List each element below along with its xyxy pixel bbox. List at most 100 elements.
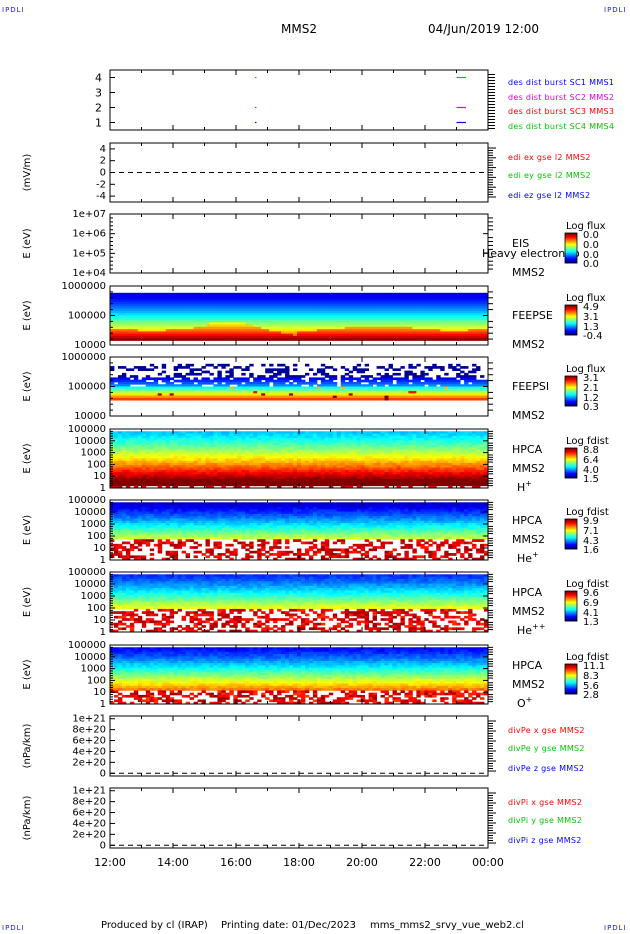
y-tick-label-5-4: 10 <box>93 471 106 482</box>
colorbar-label-8-1: 8.3 <box>583 671 599 682</box>
colorbar-label-4-2: 1.2 <box>583 393 599 404</box>
burst-tick-label-0: 1 <box>95 117 102 130</box>
burst-tick-label-2: 3 <box>95 87 102 100</box>
spacecraft-label-6: MMS2 <box>512 533 545 546</box>
y-axis-title-6: E (eV) <box>22 515 33 545</box>
y-tick-label-1-3: -2 <box>96 179 106 190</box>
y-tick-label-7-0: 100000 <box>68 567 106 578</box>
colorbar-label-6-3: 1.6 <box>583 545 599 556</box>
burst-tick-label-1: 2 <box>95 102 102 115</box>
colorbar-label-5-3: 1.5 <box>583 474 599 485</box>
species-label-7: He++ <box>517 622 545 637</box>
colorbar-label-6-1: 7.1 <box>583 526 599 537</box>
time-tick-label-5: 22:00 <box>409 856 441 869</box>
burst-tick-label-3: 4 <box>95 72 102 85</box>
y-tick-label-9-3: 4e+20 <box>72 746 106 757</box>
colorbar-8 <box>564 663 578 695</box>
y-tick-label-5-1: 10000 <box>74 436 106 447</box>
instrument-label-4: FEEPSI <box>512 380 549 393</box>
colorbar-title-2: Log flux <box>566 221 606 232</box>
legend-entry-1-2: edi ez gse l2 MMS2 <box>508 191 590 200</box>
heatmap-cells-7 <box>110 574 489 633</box>
colorbar-label-7-2: 4.1 <box>583 608 599 619</box>
colorbar-label-7-3: 1.3 <box>583 617 599 628</box>
y-tick-label-6-3: 100 <box>87 531 106 542</box>
y-axis-title-4: E (eV) <box>22 371 33 401</box>
footer-printing-date: Printing date: 01/Dec/2023 <box>221 920 356 931</box>
panel-frame-10 <box>109 787 489 849</box>
y-tick-label-5-5: 1 <box>100 483 106 494</box>
colorbar-label-7-0: 9.6 <box>583 588 599 599</box>
spacecraft-label-5: MMS2 <box>512 462 545 475</box>
y-tick-label-8-4: 10 <box>93 687 106 698</box>
y-tick-label-6-1: 10000 <box>74 507 106 518</box>
y-axis-title-7: E (eV) <box>22 587 33 617</box>
y-tick-label-8-1: 10000 <box>74 652 106 663</box>
colorbar-label-3-0: 4.9 <box>583 302 599 313</box>
y-tick-label-1-0: 4 <box>100 144 106 155</box>
heatmap-cells-5 <box>110 431 489 489</box>
y-tick-label-4-1: 100000 <box>68 382 106 393</box>
y-tick-label-10-1: 8e+20 <box>72 797 106 808</box>
time-tick-label-3: 18:00 <box>283 856 315 869</box>
species-label-8: O+ <box>517 695 532 710</box>
y-axis-title-3: E (eV) <box>22 300 33 330</box>
colorbar-title-6: Log fdist <box>566 507 609 518</box>
y-axis-2: 1e+07 1e+06 1e+05 1e+04 <box>72 209 493 279</box>
y-tick-label-9-0: 1e+21 <box>72 714 106 725</box>
colorbar-label-5-1: 6.4 <box>583 455 599 466</box>
footer-producer: Produced by cl (IRAP) <box>101 920 208 931</box>
colorbar-5 <box>564 447 578 479</box>
legend-entry-9-0: divPe x gse MMS2 <box>508 726 585 735</box>
colorbar-title-8: Log fdist <box>566 652 609 663</box>
y-tick-label-8-3: 100 <box>87 675 106 686</box>
spacecraft-label-4: MMS2 <box>512 409 545 422</box>
y-tick-label-6-4: 10 <box>93 543 106 554</box>
y-tick-label-2-1: 1e+06 <box>72 229 106 240</box>
y-tick-label-9-5: 0 <box>100 768 106 779</box>
y-tick-label-10-4: 2e+20 <box>72 829 106 840</box>
y-axis-title-8: E (eV) <box>22 659 33 689</box>
y-tick-label-10-0: 1e+21 <box>72 786 106 797</box>
time-tick-label-2: 16:00 <box>220 856 252 869</box>
y-tick-label-7-4: 10 <box>93 615 106 626</box>
y-axis-4: 1000000 100000 10000 <box>61 352 493 422</box>
instrument-label-8: HPCA <box>512 659 543 672</box>
time-tick-label-4: 20:00 <box>346 856 378 869</box>
y-tick-label-7-3: 100 <box>87 603 106 614</box>
heatmap-cells-4 <box>110 363 489 401</box>
y-tick-label-3-2: 10000 <box>74 340 106 351</box>
time-tick-label-0: 12:00 <box>94 856 126 869</box>
datetime-title: 04/Jun/2019 12:00 <box>428 22 539 36</box>
colorbar-label-2-0: 0.0 <box>583 230 599 241</box>
y-tick-label-6-2: 1000 <box>81 519 106 530</box>
y-tick-label-7-5: 1 <box>100 627 106 638</box>
colorbar-label-6-2: 4.3 <box>583 536 599 547</box>
y-tick-label-1-2: 0 <box>100 168 106 179</box>
heatmap-cells-8 <box>110 647 489 705</box>
y-axis-title-1: (mV/m) <box>22 154 33 192</box>
y-tick-label-2-0: 1e+07 <box>72 209 106 220</box>
legend-entry-10-2: divPi z gse MMS2 <box>508 836 582 845</box>
spacecraft-label-2: MMS2 <box>512 266 545 279</box>
colorbar-2 <box>564 232 578 264</box>
colorbar-label-6-0: 9.9 <box>583 516 599 527</box>
y-tick-label-10-3: 4e+20 <box>72 818 106 829</box>
colorbar-label-4-0: 3.1 <box>583 373 599 384</box>
colorbar-6 <box>564 518 578 550</box>
colorbar-title-5: Log fdist <box>566 436 609 447</box>
instrument-label-7: HPCA <box>512 586 543 599</box>
y-axis-title-5: E (eV) <box>22 443 33 473</box>
colorbar-label-8-0: 11.1 <box>583 661 605 672</box>
colorbar-label-2-3: 0.0 <box>583 259 599 270</box>
y-axis-title-9: (nPa/km) <box>22 724 33 769</box>
instrument-label-5: HPCA <box>512 443 543 456</box>
spacecraft-label-3: MMS2 <box>512 338 545 351</box>
legend-entry-10-1: divPi y gse MMS2 <box>508 816 582 825</box>
colorbar-label-8-3: 2.8 <box>583 690 599 701</box>
y-tick-label-5-3: 100 <box>87 459 106 470</box>
colorbar-title-3: Log flux <box>566 293 606 304</box>
colorbar-3 <box>564 304 578 336</box>
